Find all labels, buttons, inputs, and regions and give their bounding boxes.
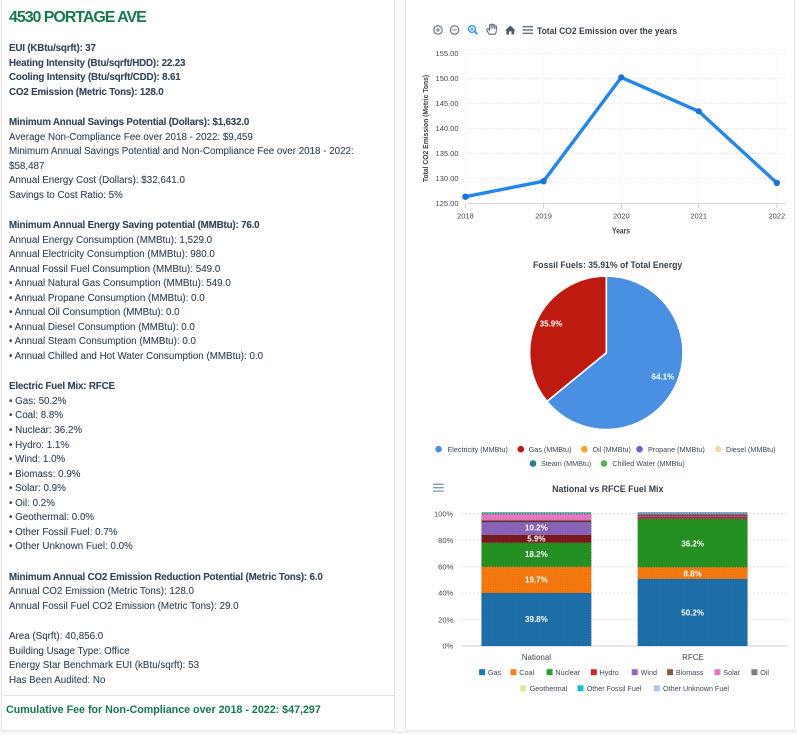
- svg-text:Total CO2 Emission (Metric Ton: Total CO2 Emission (Metric Tons): [423, 75, 430, 182]
- svg-text:Biomass: Biomass: [676, 668, 704, 677]
- svg-text:2021: 2021: [690, 211, 707, 220]
- svg-text:8.8%: 8.8%: [683, 570, 701, 579]
- svg-text:80%: 80%: [438, 536, 453, 545]
- svg-text:RFCE: RFCE: [682, 653, 704, 662]
- svg-text:Gas: Gas: [488, 668, 502, 677]
- svg-text:Oil: Oil: [760, 668, 769, 677]
- svg-text:10.2%: 10.2%: [525, 523, 548, 532]
- svg-text:40%: 40%: [438, 589, 453, 598]
- svg-text:Solar: Solar: [723, 668, 740, 677]
- svg-text:140.00: 140.00: [436, 124, 459, 133]
- svg-text:Chilled Water (MMBtu): Chilled Water (MMBtu): [612, 459, 684, 468]
- svg-text:Geothermal: Geothermal: [530, 684, 568, 693]
- svg-text:2018: 2018: [457, 211, 474, 220]
- svg-text:Steam (MMBtu): Steam (MMBtu): [541, 459, 591, 468]
- svg-text:18.2%: 18.2%: [525, 550, 548, 559]
- svg-text:Other Fossil Fuel: Other Fossil Fuel: [587, 684, 642, 693]
- svg-text:135.00: 135.00: [436, 149, 459, 158]
- svg-text:64.1%: 64.1%: [652, 373, 675, 382]
- svg-text:Other Unknown Fuel: Other Unknown Fuel: [663, 684, 729, 693]
- svg-text:155.00: 155.00: [436, 49, 459, 58]
- svg-text:National vs RFCE Fuel Mix: National vs RFCE Fuel Mix: [552, 484, 664, 494]
- svg-text:125.00: 125.00: [436, 199, 459, 208]
- svg-text:Coal: Coal: [519, 668, 534, 677]
- svg-text:60%: 60%: [438, 562, 453, 571]
- svg-text:Total CO2 Emission over the ye: Total CO2 Emission over the years: [537, 26, 677, 37]
- svg-text:Wind: Wind: [641, 668, 657, 677]
- svg-text:Hydro: Hydro: [600, 668, 619, 677]
- svg-text:100%: 100%: [434, 509, 454, 518]
- svg-text:Diesel (MMBtu): Diesel (MMBtu): [726, 445, 776, 454]
- svg-text:Nuclear: Nuclear: [555, 668, 580, 677]
- svg-text:145.00: 145.00: [436, 99, 459, 108]
- svg-text:20%: 20%: [438, 615, 453, 624]
- svg-text:Fossil Fuels: 35.91% of Total: Fossil Fuels: 35.91% of Total Energy: [533, 260, 682, 270]
- svg-text:National: National: [522, 653, 552, 662]
- svg-text:2022: 2022: [768, 211, 785, 220]
- svg-text:19.7%: 19.7%: [525, 576, 548, 585]
- svg-text:2020: 2020: [613, 211, 630, 220]
- svg-text:36.2%: 36.2%: [681, 539, 704, 548]
- svg-text:150.00: 150.00: [436, 74, 459, 83]
- svg-text:Gas (MMBtu): Gas (MMBtu): [529, 445, 572, 454]
- svg-text:Propane (MMBtu): Propane (MMBtu): [648, 445, 705, 454]
- svg-text:2019: 2019: [535, 211, 552, 220]
- svg-text:39.8%: 39.8%: [525, 615, 548, 624]
- svg-text:50.2%: 50.2%: [681, 608, 704, 617]
- svg-text:130.00: 130.00: [436, 174, 459, 183]
- svg-text:0%: 0%: [442, 641, 453, 650]
- svg-text:5.9%: 5.9%: [527, 534, 545, 543]
- svg-text:35.9%: 35.9%: [540, 320, 563, 329]
- svg-text:Electricity (MMBtu): Electricity (MMBtu): [448, 445, 508, 454]
- svg-text:Oil (MMBtu): Oil (MMBtu): [593, 445, 631, 454]
- svg-text:Years: Years: [612, 226, 630, 236]
